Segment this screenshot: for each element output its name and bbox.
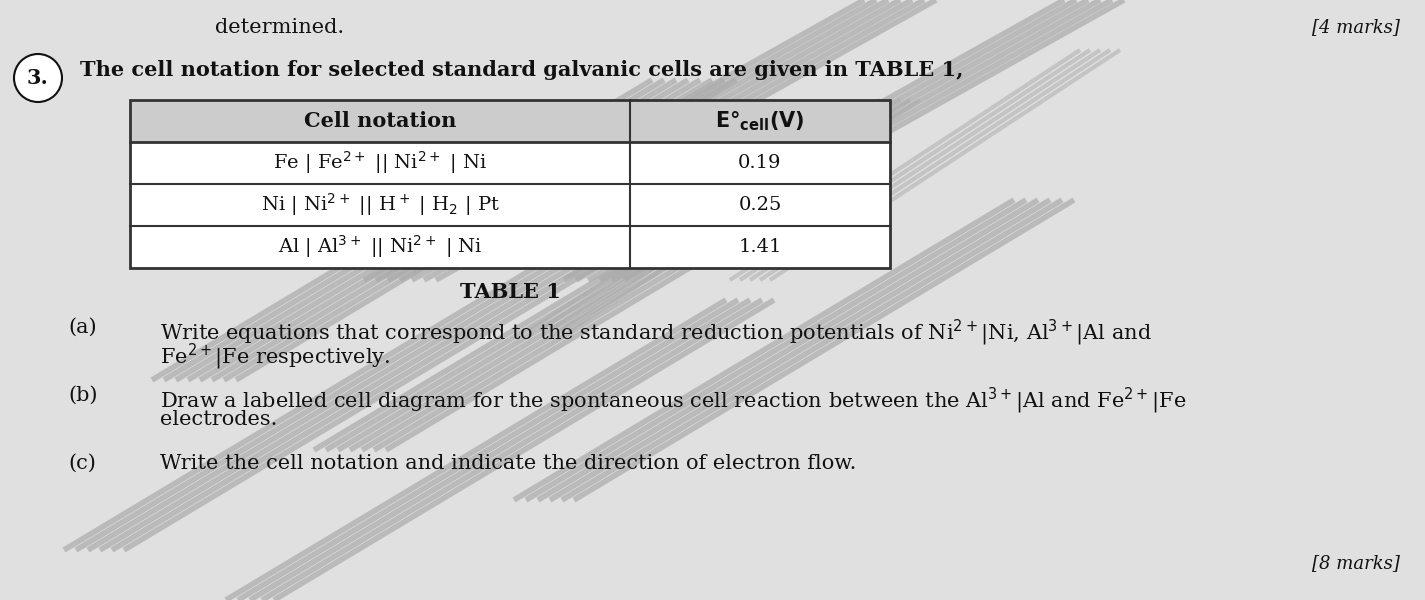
Text: Write equations that correspond to the standard reduction potentials of Ni$^{2+}: Write equations that correspond to the s… [160,318,1151,348]
Text: Al | Al$^{3+}$ || Ni$^{2+}$ | Ni: Al | Al$^{3+}$ || Ni$^{2+}$ | Ni [278,233,483,260]
Text: (a): (a) [68,318,97,337]
Text: [4 marks]: [4 marks] [1312,18,1399,36]
Text: $\mathbf{E°_{cell}(V)}$: $\mathbf{E°_{cell}(V)}$ [715,109,805,133]
Text: determined.: determined. [215,18,343,37]
Text: (c): (c) [68,454,95,473]
Text: Draw a labelled cell diagram for the spontaneous cell reaction between the Al$^{: Draw a labelled cell diagram for the spo… [160,386,1187,416]
Text: Cell notation: Cell notation [304,111,456,131]
Bar [130,100,891,142]
Text: The cell notation for selected standard galvanic cells are given in TABLE 1,: The cell notation for selected standard … [80,60,963,80]
Text: 3.: 3. [27,68,48,88]
Text: Fe | Fe$^{2+}$ || Ni$^{2+}$ | Ni: Fe | Fe$^{2+}$ || Ni$^{2+}$ | Ni [274,149,487,176]
Text: (b): (b) [68,386,97,405]
Text: TABLE 1: TABLE 1 [459,282,560,302]
Text: 0.25: 0.25 [738,196,782,214]
Text: Fe$^{2+}$|Fe respectively.: Fe$^{2+}$|Fe respectively. [160,342,390,372]
Bar [130,100,891,268]
Text: 1.41: 1.41 [738,238,782,256]
Circle shape [14,54,63,102]
Text: [8 marks]: [8 marks] [1312,554,1399,572]
Text: electrodes.: electrodes. [160,410,278,429]
Text: Ni | Ni$^{2+}$ || H$^+$ | H$_2$ | Pt: Ni | Ni$^{2+}$ || H$^+$ | H$_2$ | Pt [261,191,499,218]
Text: Write the cell notation and indicate the direction of electron flow.: Write the cell notation and indicate the… [160,454,856,473]
Bar [130,100,891,268]
Text: 0.19: 0.19 [738,154,782,172]
